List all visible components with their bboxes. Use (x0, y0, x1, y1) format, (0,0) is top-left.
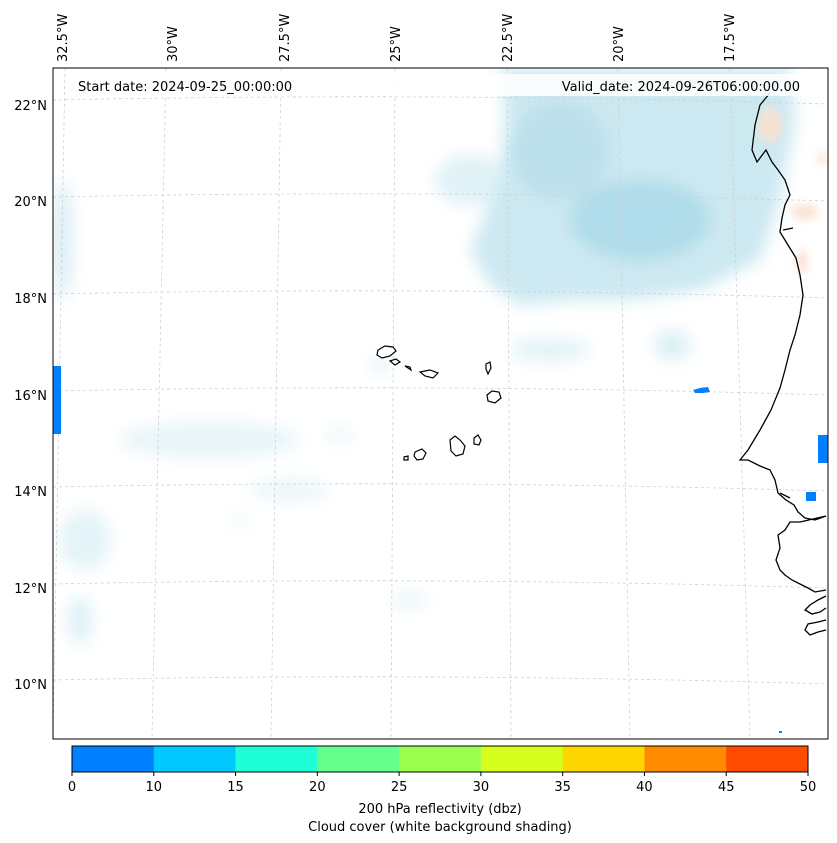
island-sal (485, 361, 492, 376)
colorbar-label-line1: 200 hPa reflectivity (dbz) (358, 802, 521, 817)
island-maio (473, 434, 482, 446)
meridian-20w (617, 68, 631, 739)
header-strip (70, 74, 810, 96)
colorbar-segment-0 (72, 746, 155, 772)
lon-label-30w: 30°W (166, 26, 181, 62)
meridian-17.5w (729, 68, 751, 739)
reflectivity-patches (53, 366, 828, 733)
parallel-16n (53, 387, 828, 396)
island-santa-luzia (404, 365, 413, 372)
coastline-path (738, 92, 827, 636)
parallel-20n (53, 193, 828, 202)
colorbar-tick-label-0: 0 (68, 780, 76, 795)
island-brava (403, 455, 409, 461)
parallel-10n (53, 676, 828, 685)
lon-label-27.5w: 27.5°W (278, 14, 293, 62)
lon-label-17.5w: 17.5°W (723, 14, 738, 62)
lon-label-20w: 20°W (612, 26, 627, 62)
lat-label-22n: 22°N (14, 99, 47, 114)
lon-label-25w: 25°W (389, 26, 404, 62)
colorbar: 0 10 15 20 25 30 35 40 45 50 200 hPa reflectivity… (68, 745, 816, 835)
lat-label-12n: 12°N (14, 582, 47, 597)
colorbar-segment-1 (153, 746, 237, 772)
colorbar-segments (72, 746, 809, 772)
island-sao-vicente (388, 358, 402, 366)
meridian-30w (151, 68, 167, 739)
parallel-22n (53, 96, 828, 105)
island-fogo (413, 448, 427, 461)
latitude-labels: 22°N 20°N 18°N 16°N 14°N 12°N 10°N (14, 99, 47, 693)
meridian-32.5w (53, 68, 66, 739)
reflectivity-patch-mid (693, 387, 710, 393)
island-santo-antao (376, 345, 397, 359)
meridian-27.5w (270, 68, 282, 739)
colorbar-segment-2 (235, 746, 318, 772)
lon-label-22.5w: 22.5°W (501, 14, 516, 62)
lat-label-10n: 10°N (14, 678, 47, 693)
meridian-22.5w (506, 68, 512, 739)
colorbar-segment-3 (317, 746, 400, 772)
reflectivity-patch-tiny (779, 731, 782, 733)
island-boa-vista (486, 390, 502, 404)
reflectivity-patch-east (818, 435, 828, 463)
parallel-18n (53, 290, 828, 299)
map-frame (52, 67, 829, 740)
colorbar-segment-6 (562, 746, 645, 772)
colorbar-tick-label-2: 15 (227, 780, 244, 795)
colorbar-segment-8 (726, 746, 809, 772)
coastline-cap-vert (779, 492, 791, 499)
island-sao-nicolau (418, 369, 440, 379)
gridlines (53, 68, 828, 739)
parallel-12n (53, 580, 828, 589)
cloud-cover-shading (53, 68, 795, 645)
colorbar-tick-label-9: 50 (800, 780, 817, 795)
reflectivity-patch-east-small (806, 492, 816, 501)
lon-label-32.5w: 32.5°W (56, 14, 71, 62)
colorbar-tick-label-5: 30 (473, 780, 490, 795)
start-date-label: Start date: 2024-09-25_00:00:00 (78, 80, 292, 95)
island-santiago (449, 435, 466, 457)
coastline-cape-blanc (782, 227, 794, 231)
longitude-labels: 32.5°W 30°W 27.5°W 25°W 22.5°W 20°W 17.5… (56, 14, 738, 62)
lat-label-14n: 14°N (14, 485, 47, 500)
colorbar-tick-label-3: 20 (309, 780, 326, 795)
parallel-14n (53, 483, 828, 492)
colorbar-label-line2: Cloud cover (white background shading) (308, 820, 572, 835)
colorbar-ticks: 0 10 15 20 25 30 35 40 45 50 (68, 772, 816, 795)
colorbar-frame (71, 745, 809, 773)
colorbar-tick-label-6: 35 (554, 780, 571, 795)
african-coastline (738, 92, 827, 636)
colorbar-tick-label-7: 40 (636, 780, 653, 795)
colorbar-tick-label-4: 25 (391, 780, 408, 795)
map-layers (53, 68, 828, 739)
colorbar-tick-label-1: 10 (146, 780, 163, 795)
lat-label-18n: 18°N (14, 292, 47, 307)
valid-date-label: Valid_date: 2024-09-26T06:00:00.00 (562, 80, 800, 95)
meridian-25w (390, 68, 396, 739)
reflectivity-patch-west (53, 366, 61, 434)
cape-verde-islands (376, 345, 502, 461)
colorbar-segment-7 (644, 746, 727, 772)
lat-label-16n: 16°N (14, 389, 47, 404)
colorbar-segment-5 (480, 746, 564, 772)
colorbar-tick-label-8: 45 (718, 780, 735, 795)
colorbar-segment-4 (399, 746, 482, 772)
lat-label-20n: 20°N (14, 195, 47, 210)
